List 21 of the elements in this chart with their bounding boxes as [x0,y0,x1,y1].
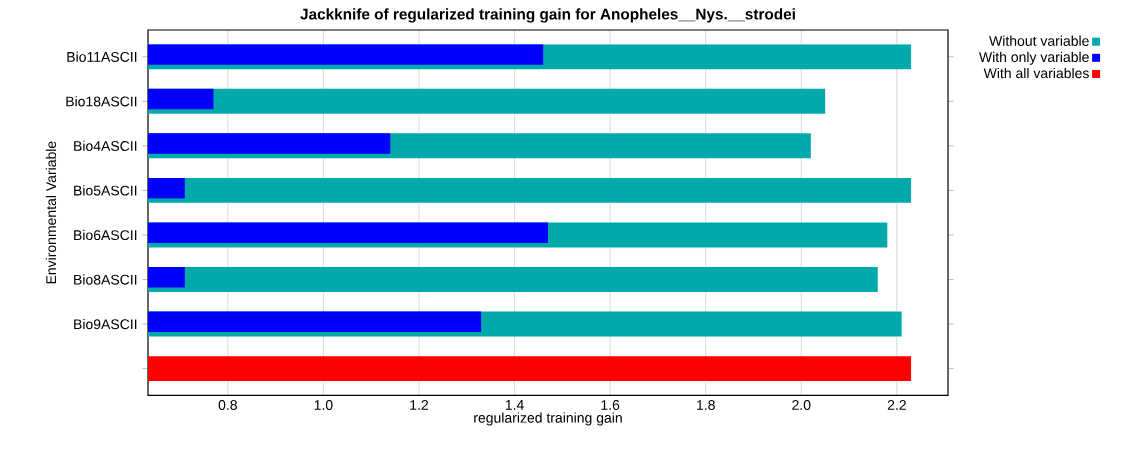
x-tick-label: 2.0 [792,400,811,410]
y-tick-label: Bio9ASCII [74,318,137,330]
y-axis-title: Environmental Variable [45,141,57,284]
y-tick-label: Bio8ASCII [74,274,137,285]
chart-title: Jackknife of regularized training gain for Anopheles__Nys.__strodei [300,8,795,23]
x-tick-label: 0.8 [218,400,237,410]
y-tick-label: Bio6ASCII [74,229,137,241]
legend-label: With all variables [983,67,1089,79]
x-axis-title: regularized training gain [474,412,622,426]
y-tick-label: Bio4ASCII [74,140,137,151]
x-tick-label: 1.8 [697,400,715,410]
x-tick-label: 1.2 [410,400,428,410]
y-tick-label: Bio11ASCII [67,51,137,62]
legend-label: With only variable [979,51,1089,65]
legend-label: Without variable [989,35,1089,46]
x-tick-label: 1.4 [505,400,524,410]
x-tick-label: 2.2 [887,400,906,410]
y-tick-label: Bio18ASCII [66,96,137,107]
x-tick-label: 1.0 [314,400,333,410]
y-tick-label: Bio5ASCII [74,185,137,196]
x-tick-label: 1.6 [601,400,620,410]
